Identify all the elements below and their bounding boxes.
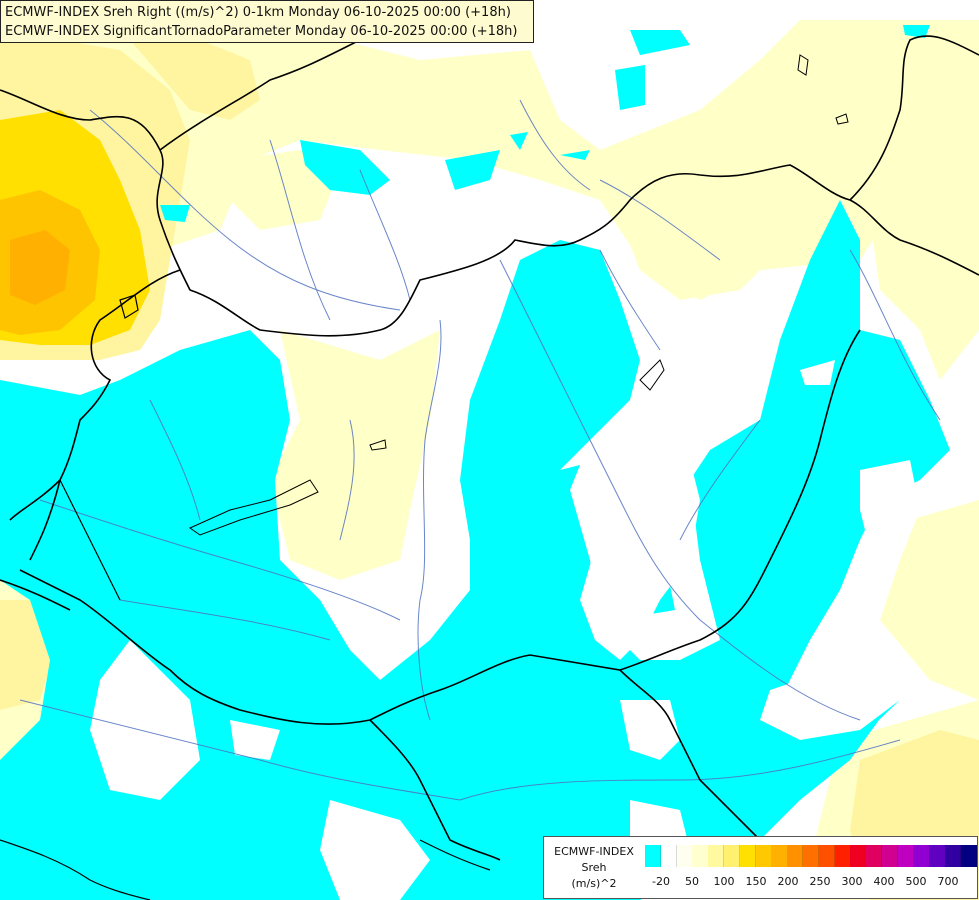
title-line-1: ECMWF-INDEX Sreh Right ((m/s)^2) 0-1km M… [5,5,511,20]
legend-swatch [645,845,662,867]
legend-swatch [755,845,772,867]
legend-swatch [913,845,930,867]
legend-tick-label: 500 [905,875,927,888]
legend-tick-label: 300 [841,875,863,888]
legend-swatch [787,845,804,867]
legend-tick-label: 250 [809,875,831,888]
legend-tick-label: 150 [745,875,767,888]
legend-tick-label: 100 [713,875,735,888]
legend-swatch [739,845,757,867]
color-legend: ECMWF-INDEX Sreh (m/s)^2 -20 50 100 150 200 2… [543,836,978,899]
legend-tick-label: 400 [873,875,895,888]
legend-swatch [866,845,883,867]
legend-swatch [850,845,867,867]
legend-swatch [724,845,741,867]
title-line-2: ECMWF-INDEX SignificantTornadoParameter … [5,24,518,39]
legend-swatch [882,845,899,867]
legend-variable: Sreh [581,861,607,874]
legend-name: ECMWF-INDEX [554,845,634,858]
legend-tick-label: -20 [652,875,670,888]
legend-swatch [834,845,851,867]
legend-swatch [818,845,836,867]
legend-swatch [929,845,946,867]
deep-orange-core [10,230,70,305]
legend-swatch [945,845,962,867]
rivers [19,99,941,801]
legend-swatch [692,845,709,867]
legend-tick-label: 200 [777,875,799,888]
legend-tick-label: 50 [685,875,699,888]
legend-swatch [708,845,725,867]
legend-swatch [897,845,915,867]
legend-swatch [961,845,978,867]
legend-unit: (m/s)^2 [571,877,617,890]
legend-tick-label: 700 [937,875,959,888]
legend-swatch [803,845,820,867]
legend-swatch [771,845,788,867]
coastlines [0,479,491,900]
legend-swatch [660,845,678,867]
map-title-box: ECMWF-INDEX Sreh Right ((m/s)^2) 0-1km M… [0,0,534,43]
legend-swatch [676,845,693,867]
